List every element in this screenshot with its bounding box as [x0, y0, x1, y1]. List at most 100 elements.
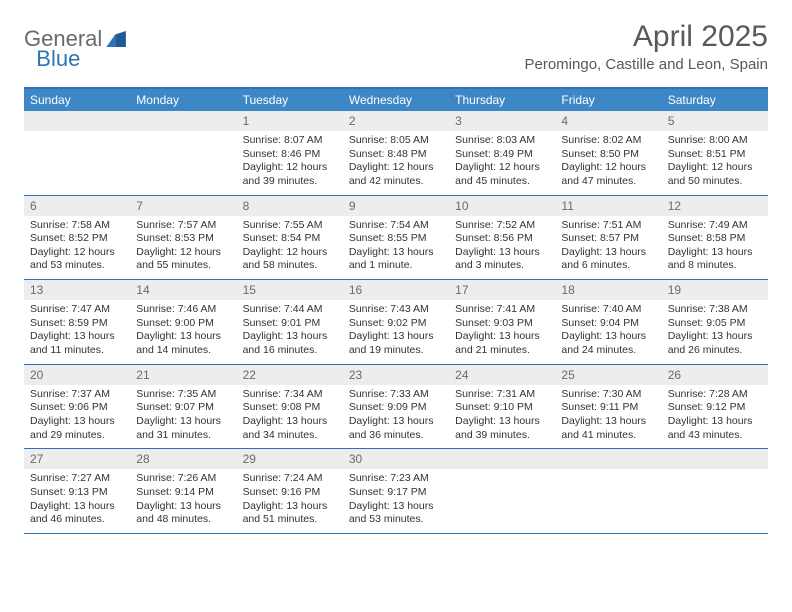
cell-body: Sunrise: 7:55 AMSunset: 8:54 PMDaylight:…: [237, 216, 343, 280]
cell-date: 14: [130, 280, 236, 300]
sunset-text: Sunset: 8:54 PM: [243, 232, 337, 246]
sunset-text: Sunset: 9:12 PM: [668, 401, 762, 415]
calendar-cell: 3Sunrise: 8:03 AMSunset: 8:49 PMDaylight…: [449, 111, 555, 195]
daylight-text-1: Daylight: 13 hours: [30, 330, 124, 344]
page-title: April 2025: [525, 20, 769, 54]
sunrise-text: Sunrise: 7:40 AM: [561, 303, 655, 317]
calendar-cell: 9Sunrise: 7:54 AMSunset: 8:55 PMDaylight…: [343, 196, 449, 280]
daylight-text-2: and 19 minutes.: [349, 344, 443, 358]
cell-body: [449, 469, 555, 529]
cell-body: Sunrise: 7:26 AMSunset: 9:14 PMDaylight:…: [130, 469, 236, 533]
calendar-cell: 8Sunrise: 7:55 AMSunset: 8:54 PMDaylight…: [237, 196, 343, 280]
sunset-text: Sunset: 9:06 PM: [30, 401, 124, 415]
cell-date: 20: [24, 365, 130, 385]
sunrise-text: Sunrise: 7:49 AM: [668, 219, 762, 233]
sunset-text: Sunset: 9:07 PM: [136, 401, 230, 415]
calendar-cell: 11Sunrise: 7:51 AMSunset: 8:57 PMDayligh…: [555, 196, 661, 280]
calendar-cell: 18Sunrise: 7:40 AMSunset: 9:04 PMDayligh…: [555, 280, 661, 364]
sunset-text: Sunset: 8:53 PM: [136, 232, 230, 246]
daylight-text-1: Daylight: 12 hours: [243, 161, 337, 175]
cell-body: Sunrise: 7:47 AMSunset: 8:59 PMDaylight:…: [24, 300, 130, 364]
cell-body: [662, 469, 768, 529]
cell-body: [24, 131, 130, 191]
sunrise-text: Sunrise: 7:44 AM: [243, 303, 337, 317]
sunset-text: Sunset: 9:08 PM: [243, 401, 337, 415]
daylight-text-2: and 50 minutes.: [668, 175, 762, 189]
calendar-cell: 10Sunrise: 7:52 AMSunset: 8:56 PMDayligh…: [449, 196, 555, 280]
cell-date: 18: [555, 280, 661, 300]
cell-body: Sunrise: 7:52 AMSunset: 8:56 PMDaylight:…: [449, 216, 555, 280]
cell-body: Sunrise: 7:54 AMSunset: 8:55 PMDaylight:…: [343, 216, 449, 280]
cell-body: Sunrise: 7:24 AMSunset: 9:16 PMDaylight:…: [237, 469, 343, 533]
cell-date: 17: [449, 280, 555, 300]
week-row: 27Sunrise: 7:27 AMSunset: 9:13 PMDayligh…: [24, 449, 768, 534]
daylight-text-2: and 31 minutes.: [136, 429, 230, 443]
calendar-cell: 25Sunrise: 7:30 AMSunset: 9:11 PMDayligh…: [555, 365, 661, 449]
cell-date: 16: [343, 280, 449, 300]
sunset-text: Sunset: 9:00 PM: [136, 317, 230, 331]
daylight-text-1: Daylight: 13 hours: [349, 330, 443, 344]
title-block: April 2025 Peromingo, Castille and Leon,…: [525, 20, 769, 73]
sunrise-text: Sunrise: 8:07 AM: [243, 134, 337, 148]
sunset-text: Sunset: 8:59 PM: [30, 317, 124, 331]
weeks-container: 1Sunrise: 8:07 AMSunset: 8:46 PMDaylight…: [24, 111, 768, 534]
sunset-text: Sunset: 8:51 PM: [668, 148, 762, 162]
daylight-text-2: and 3 minutes.: [455, 259, 549, 273]
cell-date: 2: [343, 111, 449, 131]
daylight-text-1: Daylight: 12 hours: [30, 246, 124, 260]
daylight-text-1: Daylight: 13 hours: [455, 415, 549, 429]
calendar-cell: 6Sunrise: 7:58 AMSunset: 8:52 PMDaylight…: [24, 196, 130, 280]
dow-tuesday: Tuesday: [237, 89, 343, 111]
daylight-text-1: Daylight: 13 hours: [668, 330, 762, 344]
calendar-cell: 15Sunrise: 7:44 AMSunset: 9:01 PMDayligh…: [237, 280, 343, 364]
calendar-cell: 28Sunrise: 7:26 AMSunset: 9:14 PMDayligh…: [130, 449, 236, 533]
sunset-text: Sunset: 8:58 PM: [668, 232, 762, 246]
calendar-cell: 16Sunrise: 7:43 AMSunset: 9:02 PMDayligh…: [343, 280, 449, 364]
daylight-text-1: Daylight: 12 hours: [349, 161, 443, 175]
daylight-text-2: and 8 minutes.: [668, 259, 762, 273]
cell-date: 10: [449, 196, 555, 216]
cell-date: 30: [343, 449, 449, 469]
sunset-text: Sunset: 9:17 PM: [349, 486, 443, 500]
sunrise-text: Sunrise: 7:31 AM: [455, 388, 549, 402]
daylight-text-2: and 51 minutes.: [243, 513, 337, 527]
logo-text-blue: Blue: [36, 46, 80, 72]
daylight-text-2: and 21 minutes.: [455, 344, 549, 358]
cell-date: 22: [237, 365, 343, 385]
daylight-text-2: and 39 minutes.: [455, 429, 549, 443]
cell-date: 8: [237, 196, 343, 216]
daylight-text-2: and 1 minute.: [349, 259, 443, 273]
dow-thursday: Thursday: [449, 89, 555, 111]
daylight-text-1: Daylight: 13 hours: [349, 246, 443, 260]
daylight-text-2: and 29 minutes.: [30, 429, 124, 443]
calendar-cell: [24, 111, 130, 195]
calendar-cell: 7Sunrise: 7:57 AMSunset: 8:53 PMDaylight…: [130, 196, 236, 280]
daylight-text-1: Daylight: 13 hours: [136, 500, 230, 514]
calendar-cell: 13Sunrise: 7:47 AMSunset: 8:59 PMDayligh…: [24, 280, 130, 364]
cell-body: Sunrise: 7:31 AMSunset: 9:10 PMDaylight:…: [449, 385, 555, 449]
cell-body: Sunrise: 7:58 AMSunset: 8:52 PMDaylight:…: [24, 216, 130, 280]
sunrise-text: Sunrise: 7:41 AM: [455, 303, 549, 317]
calendar-cell: 24Sunrise: 7:31 AMSunset: 9:10 PMDayligh…: [449, 365, 555, 449]
cell-body: Sunrise: 7:23 AMSunset: 9:17 PMDaylight:…: [343, 469, 449, 533]
daylight-text-1: Daylight: 12 hours: [561, 161, 655, 175]
daylight-text-2: and 58 minutes.: [243, 259, 337, 273]
daylight-text-2: and 55 minutes.: [136, 259, 230, 273]
sunrise-text: Sunrise: 7:58 AM: [30, 219, 124, 233]
daylight-text-1: Daylight: 13 hours: [243, 500, 337, 514]
sunset-text: Sunset: 8:50 PM: [561, 148, 655, 162]
cell-date: [662, 449, 768, 469]
calendar-cell: 1Sunrise: 8:07 AMSunset: 8:46 PMDaylight…: [237, 111, 343, 195]
daylight-text-1: Daylight: 13 hours: [243, 415, 337, 429]
daylight-text-2: and 41 minutes.: [561, 429, 655, 443]
week-row: 13Sunrise: 7:47 AMSunset: 8:59 PMDayligh…: [24, 280, 768, 365]
cell-body: Sunrise: 7:49 AMSunset: 8:58 PMDaylight:…: [662, 216, 768, 280]
sunrise-text: Sunrise: 8:02 AM: [561, 134, 655, 148]
dow-saturday: Saturday: [662, 89, 768, 111]
cell-body: Sunrise: 7:41 AMSunset: 9:03 PMDaylight:…: [449, 300, 555, 364]
cell-date: 3: [449, 111, 555, 131]
dow-sunday: Sunday: [24, 89, 130, 111]
sunset-text: Sunset: 8:48 PM: [349, 148, 443, 162]
cell-date: 6: [24, 196, 130, 216]
calendar-cell: [449, 449, 555, 533]
